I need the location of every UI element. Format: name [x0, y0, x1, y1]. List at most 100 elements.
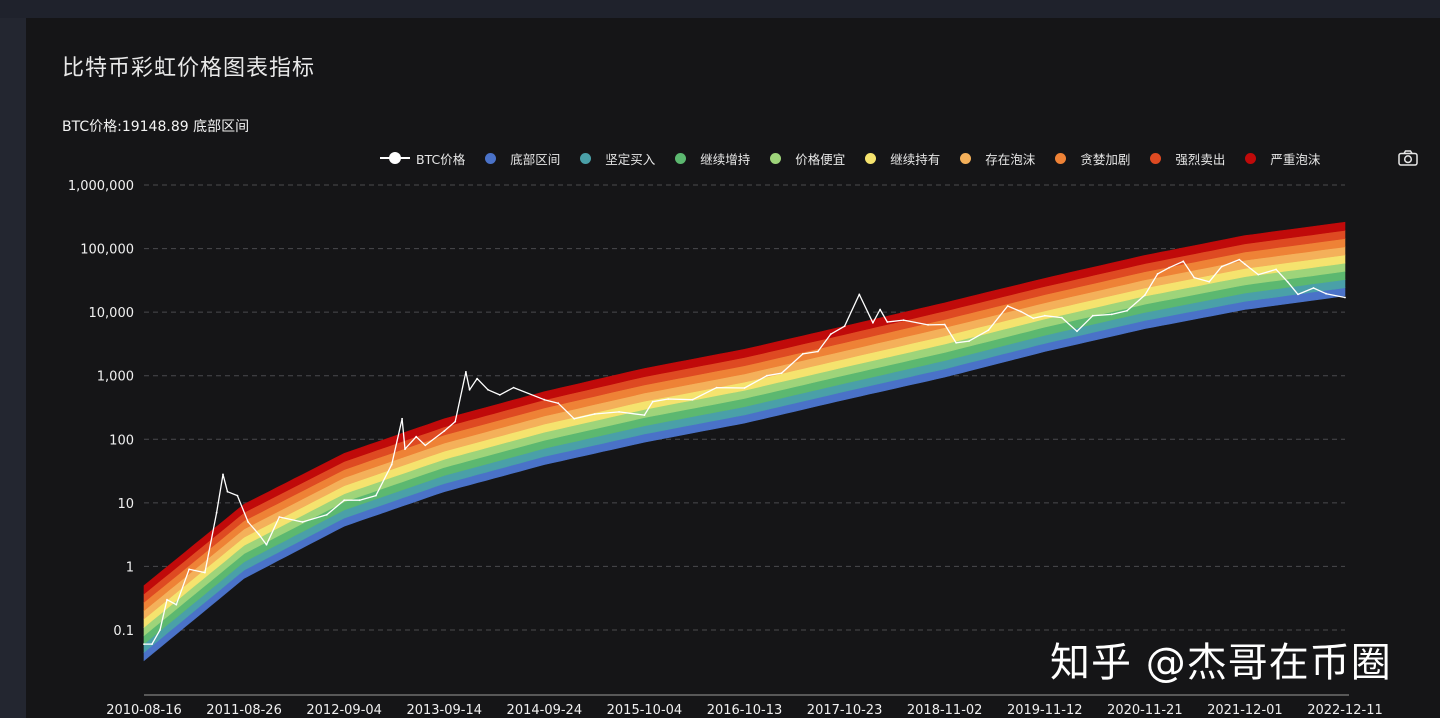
btc-price-point [829, 333, 832, 336]
btc-price-point [1193, 276, 1196, 279]
btc-price-point [188, 568, 191, 571]
legend-item[interactable]: 严重泡沫 [1245, 149, 1320, 168]
x-tick-label: 2020-11-21 [1107, 703, 1183, 718]
legend-item[interactable]: 继续持有 [865, 149, 940, 168]
btc-price-point [1020, 310, 1022, 313]
btc-price-point [343, 499, 346, 502]
legend-dot-marker [1150, 152, 1162, 164]
btc-price-point [1110, 313, 1113, 316]
legend-dot-marker [580, 152, 592, 164]
legend-item[interactable]: 价格便宜 [770, 149, 845, 168]
legend-item[interactable]: 存在泡沫 [960, 149, 1035, 168]
btc-price-point [454, 420, 457, 423]
btc-price-point [667, 398, 670, 400]
btc-price-point [743, 387, 746, 389]
btc-price-point [879, 308, 881, 311]
btc-price-point [1143, 294, 1146, 297]
btc-price-point [987, 329, 990, 332]
camera-icon[interactable] [1398, 150, 1418, 166]
legend-label: 继续持有 [890, 151, 941, 167]
btc-price-point [498, 394, 501, 396]
y-tick-label: 1,000 [97, 370, 134, 385]
btc-price-point [858, 293, 861, 296]
x-tick-label: 2019-11-12 [1007, 703, 1083, 718]
btc-price-point [557, 402, 560, 405]
btc-price-readout: BTC价格:19148.89 底部区间 [62, 119, 250, 135]
btc-price-point [143, 643, 145, 645]
x-tick-label: 2016-10-13 [707, 703, 783, 718]
btc-price-point [1182, 260, 1185, 263]
btc-price-point [943, 323, 946, 326]
btc-price-point [1344, 296, 1346, 299]
y-tick-label: 100,000 [80, 243, 134, 258]
btc-price-point [415, 435, 418, 438]
btc-price-point [204, 571, 206, 574]
x-tick-label: 2013-09-14 [406, 703, 482, 718]
btc-price-point [543, 398, 546, 401]
btc-price-point [593, 413, 596, 415]
btc-price-point [715, 386, 718, 389]
btc-price-point [1208, 280, 1211, 283]
btc-price-point [468, 388, 471, 391]
x-tick-label: 2018-11-02 [907, 703, 983, 718]
legend-item[interactable]: 底部区间 [485, 149, 560, 168]
legend-item[interactable]: 继续增持 [675, 149, 750, 168]
x-tick-label: 2012-09-04 [306, 703, 382, 718]
btc-price-point [1297, 293, 1299, 296]
legend-label: 继续增持 [700, 151, 751, 167]
btc-price-point [618, 411, 620, 413]
btc-price-point [886, 321, 889, 323]
y-tick-label: 1 [126, 560, 134, 575]
legend-dot-marker [770, 152, 782, 164]
btc-price-point [1032, 317, 1035, 320]
btc-price-point [817, 350, 819, 353]
x-tick-label: 2014-09-24 [507, 703, 583, 718]
y-tick-label: 10 [117, 497, 134, 512]
chart-legend: BTC价格 底部区间 坚定买入 继续增持 价格便宜 继续持有 存在泡沫 贪婪加剧 强烈卖出 严重泡… [380, 148, 1340, 168]
btc-price-point [401, 417, 403, 420]
legend-dot-marker [485, 152, 497, 164]
btc-price-point [955, 341, 957, 344]
btc-price-layer [143, 258, 1346, 645]
btc-price-point [1244, 263, 1246, 265]
btc-price-point [1091, 314, 1094, 317]
btc-price-point [476, 377, 478, 380]
legend-label: 严重泡沫 [1270, 151, 1321, 167]
y-tick-label: 1,000,000 [68, 179, 134, 194]
legend-line-marker [380, 152, 410, 164]
legend-dot-marker [1245, 152, 1257, 164]
btc-price-point [247, 521, 250, 523]
legend-item[interactable]: 贪婪加剧 [1055, 149, 1130, 168]
legend-item[interactable]: BTC价格 [380, 149, 465, 168]
btc-price-point [257, 533, 260, 536]
btc-price-point [1312, 287, 1315, 289]
x-tick-label: 2011-08-26 [206, 703, 282, 718]
legend-label: 价格便宜 [795, 151, 846, 167]
btc-price-point [1286, 280, 1289, 283]
btc-price-point [872, 321, 874, 324]
btc-price-point [1257, 273, 1260, 276]
y-tick-label: 0.1 [113, 624, 134, 639]
legend-dot-marker [675, 152, 687, 164]
legend-dot-marker [865, 152, 877, 164]
btc-price-point [159, 629, 161, 631]
btc-price-point [226, 490, 229, 493]
legend-label: 坚定买入 [605, 151, 656, 167]
btc-price-point [278, 516, 281, 518]
legend-label: 底部区间 [510, 151, 561, 167]
btc-price-point [1043, 314, 1046, 317]
btc-price-point [1275, 268, 1277, 271]
btc-price-point [780, 372, 783, 374]
btc-price-point [1238, 258, 1241, 261]
btc-price-point [236, 494, 239, 497]
btc-price-point [902, 319, 905, 321]
legend-item[interactable]: 强烈卖出 [1150, 149, 1225, 168]
legend-item[interactable]: 坚定买入 [580, 149, 655, 168]
btc-price-point [1076, 330, 1078, 333]
btc-price-point [390, 463, 393, 466]
btc-price-point [1006, 305, 1009, 307]
btc-price-point [651, 400, 654, 403]
btc-price-point [424, 444, 427, 447]
legend-label: 存在泡沫 [985, 151, 1036, 167]
